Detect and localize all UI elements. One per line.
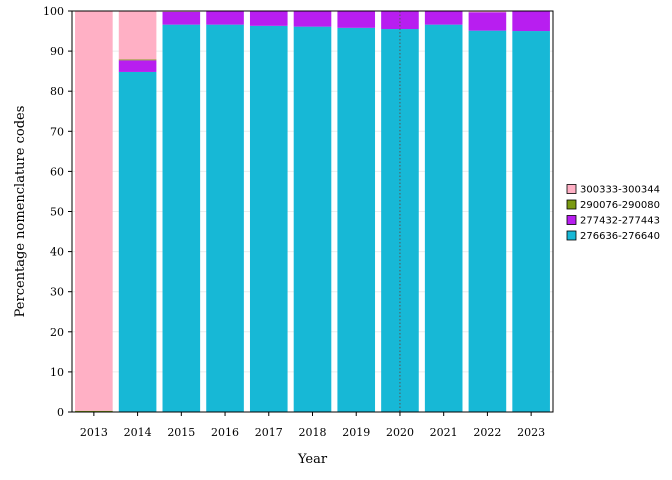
legend-label: 300333-300344 — [580, 185, 660, 196]
legend-swatch — [566, 184, 577, 194]
bar-segment — [118, 71, 157, 413]
bar-segment — [118, 59, 157, 61]
bar-segment — [75, 11, 113, 411]
legend-label: 276636-276640 — [580, 231, 660, 242]
bar-segment — [424, 11, 463, 25]
bar-segment — [206, 24, 244, 412]
bar-segment — [206, 11, 244, 25]
bar-segment — [249, 11, 288, 26]
x-axis-title: Year — [297, 452, 328, 467]
x-tick-label: 2017 — [255, 426, 283, 439]
legend: 300333-300344 290076-290080 277432-277443 2… — [566, 184, 660, 242]
legend-swatch — [566, 215, 577, 225]
bar-segment — [75, 410, 113, 412]
bar-segment — [293, 26, 332, 412]
y-tick-label: 80 — [50, 85, 64, 98]
bar-segment — [424, 24, 463, 412]
y-axis-title: Percentage nomenclature codes — [13, 106, 28, 318]
bars — [75, 11, 550, 413]
bar-segment — [381, 11, 419, 30]
y-tick-label: 30 — [50, 286, 64, 299]
y-axis: 0 10 20 30 40 50 60 70 80 90 100 — [43, 5, 72, 419]
y-tick-label: 50 — [50, 206, 64, 219]
legend-swatch — [566, 199, 577, 210]
legend-label: 277432-277443 — [580, 216, 660, 227]
bar-segment — [512, 11, 550, 32]
bar-segment — [468, 12, 507, 31]
bar-segment — [118, 60, 157, 72]
bar-segment — [468, 11, 507, 13]
x-tick-label: 2022 — [473, 426, 501, 439]
y-tick-label: 20 — [50, 326, 64, 339]
legend-label: 290076-290080 — [580, 200, 660, 211]
bar-segment — [293, 11, 332, 27]
x-tick-label: 2023 — [517, 426, 545, 439]
bar-segment — [512, 31, 550, 413]
x-tick-label: 2018 — [299, 426, 327, 439]
y-tick-label: 60 — [50, 165, 64, 178]
x-axis: 2013 2014 2015 2016 2017 2018 2019 2020 2021 2022… — [80, 412, 545, 439]
x-tick-label: 2013 — [80, 426, 108, 439]
bar-segment — [162, 11, 201, 25]
bar-segment — [337, 27, 376, 412]
x-tick-label: 2019 — [342, 426, 370, 439]
x-tick-label: 2015 — [167, 426, 195, 439]
bar-segment — [337, 11, 376, 28]
y-tick-label: 90 — [50, 45, 64, 58]
y-tick-label: 0 — [57, 406, 64, 419]
bar-segment — [162, 24, 201, 412]
bar-segment — [249, 25, 288, 412]
y-tick-label: 10 — [50, 366, 64, 379]
x-tick-label: 2016 — [211, 426, 239, 439]
x-tick-label: 2020 — [386, 426, 414, 439]
x-tick-label: 2021 — [430, 426, 458, 439]
y-tick-label: 100 — [43, 5, 64, 18]
legend-swatch — [566, 230, 577, 241]
bar-segment — [468, 30, 507, 413]
y-tick-label: 70 — [50, 125, 64, 138]
y-tick-label: 40 — [50, 246, 64, 259]
x-tick-label: 2014 — [124, 426, 152, 439]
bar-segment — [118, 11, 157, 60]
